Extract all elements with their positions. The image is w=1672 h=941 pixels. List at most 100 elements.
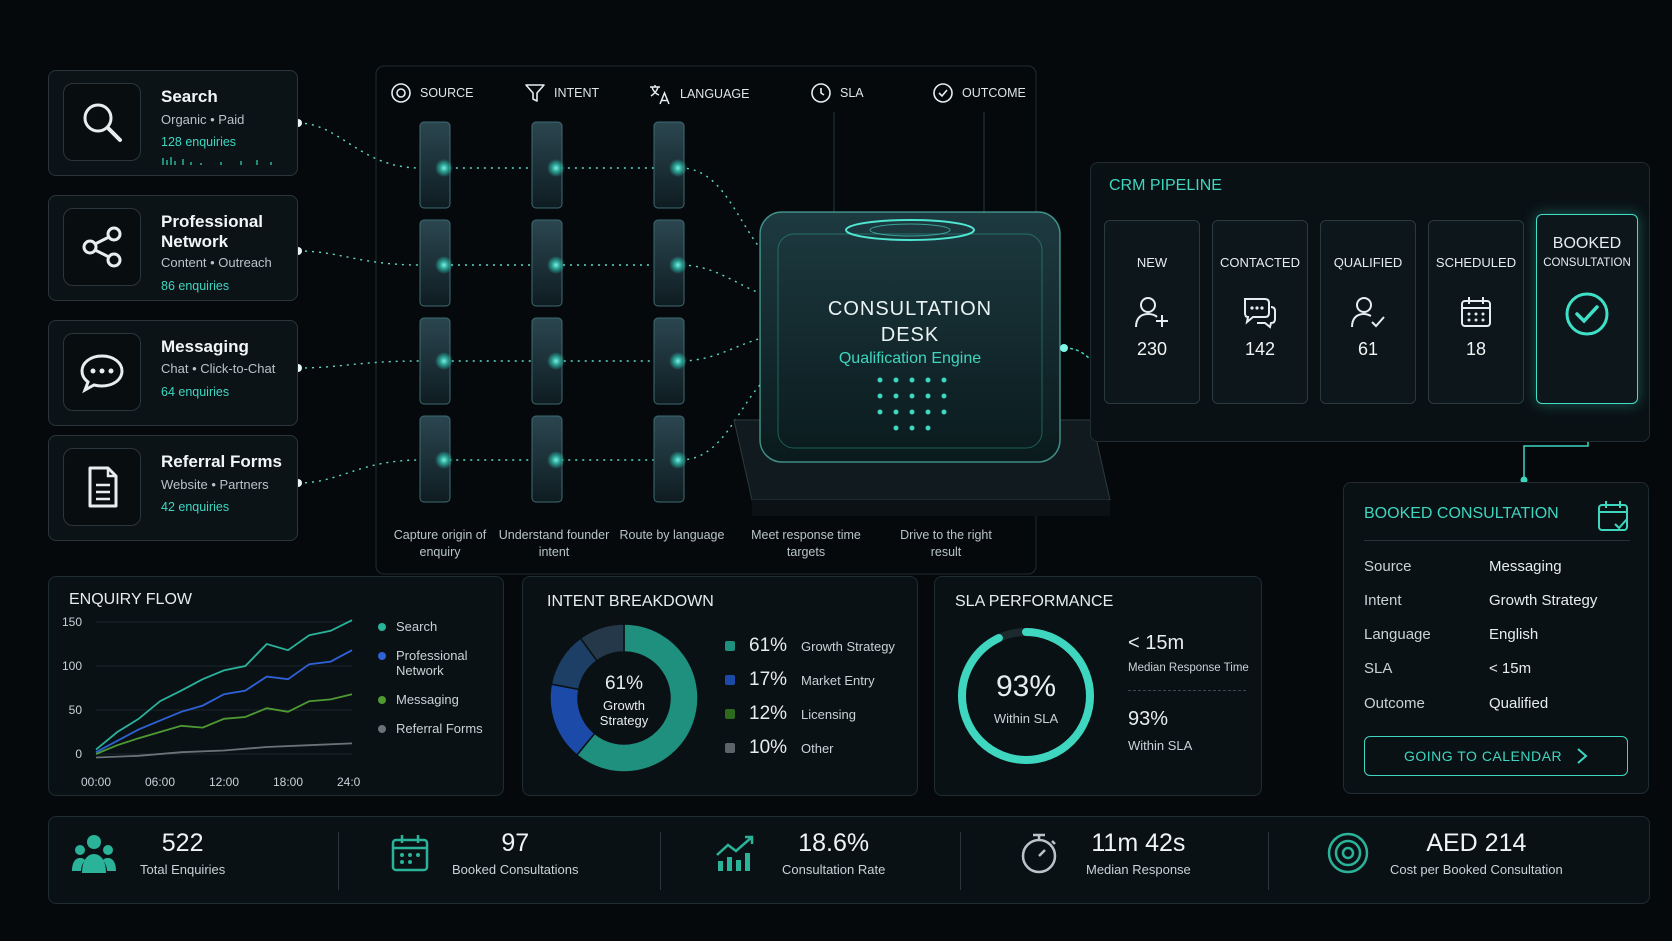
donut-slice	[579, 623, 625, 662]
funnel-icon	[525, 84, 545, 102]
x-tick-label: 06:00	[145, 775, 175, 788]
intent-title: INTENT BREAKDOWN	[547, 593, 714, 610]
legend-label: Professional Network	[396, 648, 468, 678]
booked-value-intent: Growth Strategy	[1489, 592, 1598, 609]
crm-stage-new[interactable]: NEW 230	[1104, 220, 1200, 404]
within-value: 93%	[1128, 708, 1169, 730]
donut-slice	[575, 623, 699, 773]
divider	[660, 832, 661, 890]
legend-messaging: Messaging	[378, 692, 459, 707]
legend-swatch	[378, 725, 386, 733]
kpi-value: 11m 42s	[1091, 829, 1186, 857]
kpi-label: Total Enquiries	[140, 862, 226, 877]
donut-center-label: Growth Strategy	[599, 698, 649, 728]
search-icon	[63, 83, 141, 161]
y-tick-label: 100	[62, 659, 82, 673]
header-source: SOURCE	[390, 82, 473, 104]
booked-value-outcome: Qualified	[1489, 695, 1549, 712]
intent-legend-licensing: 12% Licensing	[725, 703, 856, 725]
stage-value: 230	[1136, 339, 1168, 359]
button-label: GOING TO CALENDAR	[1403, 748, 1563, 764]
source-title: Messaging	[161, 337, 249, 356]
header-intent: INTENT	[524, 82, 599, 104]
booked-key-sla: SLA	[1364, 660, 1393, 677]
booked-value-sla: < 15m	[1489, 660, 1532, 677]
crm-stage-qualified[interactable]: QUALIFIED 61	[1320, 220, 1416, 404]
glow-nodes	[294, 119, 687, 487]
desk-subtitle: Qualification Engine	[838, 350, 982, 367]
header-label: LANGUAGE	[680, 87, 750, 101]
stopwatch-icon	[1021, 833, 1057, 874]
stage-label: BOOKED	[1552, 235, 1622, 252]
header-language: LANGUAGE	[648, 82, 749, 106]
header-label: SLA	[840, 86, 864, 100]
legend-label: Growth Strategy	[801, 638, 895, 654]
y-tick-label: 50	[69, 703, 83, 717]
source-count: 86 enquiries	[161, 279, 230, 293]
source-subtitle: Organic • Paid	[161, 112, 245, 127]
divider	[1268, 832, 1269, 890]
series-line	[95, 619, 353, 751]
sla-title: SLA PERFORMANCE	[955, 593, 1114, 610]
stage-label: NEW	[1136, 254, 1168, 270]
translate-icon	[650, 85, 670, 105]
kpi-label: Cost per Booked Consultation	[1390, 862, 1563, 877]
enquiry-flow-panel: ENQUIRY FLOW	[48, 576, 504, 796]
source-subtitle: Content • Outreach	[161, 255, 272, 270]
legend-swatch	[725, 675, 735, 685]
target-icon	[391, 83, 411, 103]
booked-key-outcome: Outcome	[1364, 695, 1425, 712]
legend-pct: 61%	[749, 635, 788, 656]
crm-stage-scheduled[interactable]: SCHEDULED 18	[1428, 220, 1524, 404]
median-value: < 15m	[1128, 632, 1185, 654]
crm-stage-booked-consultation[interactable]: BOOKED CONSULTATION	[1536, 214, 1638, 404]
kpi-value: 97	[501, 829, 530, 857]
booked-key-intent: Intent	[1364, 592, 1402, 609]
chevron-right-icon	[1577, 748, 1588, 764]
check-circle-icon	[933, 83, 953, 103]
stage-value: 18	[1465, 339, 1487, 359]
source-title: Professional Network	[161, 212, 264, 251]
source-card-referral-forms[interactable]: Referral Forms Website • Partners 42 enq…	[48, 435, 298, 541]
desk-title: CONSULTATION DESK	[827, 298, 993, 346]
booked-value-language: English	[1489, 626, 1539, 643]
legend-swatch	[378, 696, 386, 704]
booked-key-source: Source	[1364, 558, 1412, 575]
caption-sla: Meet response time targets	[751, 528, 861, 559]
kpi-total-enquiries: 522 Total Enquiries	[70, 818, 225, 888]
source-count: 42 enquiries	[161, 500, 230, 514]
going-to-calendar-button[interactable]: GOING TO CALENDAR	[1364, 736, 1628, 776]
users-icon	[72, 835, 116, 873]
sparkline	[162, 157, 272, 165]
dashed-divider	[1128, 690, 1246, 691]
legend-swatch	[378, 652, 386, 660]
kpi-label: Median Response	[1086, 862, 1191, 877]
divider	[960, 832, 961, 890]
gauge-arc	[958, 628, 1094, 764]
source-card-professional-network[interactable]: Professional Network Content • Outreach …	[48, 195, 298, 301]
header-label: SOURCE	[420, 86, 474, 100]
caption-language: Route by language	[619, 528, 725, 542]
crm-stage-contacted[interactable]: CONTACTED 142	[1212, 220, 1308, 404]
glass-blocks	[419, 121, 685, 503]
legend-label: Other	[801, 740, 834, 756]
kpi-value: 18.6%	[798, 829, 870, 857]
intent-donut-chart	[549, 623, 699, 773]
divider	[1364, 540, 1630, 541]
calendar-check-icon	[1598, 501, 1628, 531]
user-plus-icon	[1105, 295, 1199, 329]
caption-outcome: Drive to the right result	[900, 528, 992, 559]
legend-swatch	[378, 623, 386, 631]
document-icon	[63, 448, 141, 526]
source-card-messaging[interactable]: Messaging Chat • Click-to-Chat 64 enquir…	[48, 320, 298, 426]
legend-label: Messaging	[396, 692, 459, 707]
y-tick-label: 0	[75, 747, 82, 761]
legend-swatch	[725, 743, 735, 753]
legend-referral-forms: Referral Forms	[378, 721, 483, 736]
dot-matrix	[877, 377, 947, 431]
source-card-search[interactable]: Search Organic • Paid 128 enquiries	[48, 70, 298, 176]
legend-label: Licensing	[801, 706, 856, 722]
header-outcome: OUTCOME	[932, 82, 1026, 104]
intent-legend-market-entry: 17% Market Entry	[725, 669, 875, 691]
